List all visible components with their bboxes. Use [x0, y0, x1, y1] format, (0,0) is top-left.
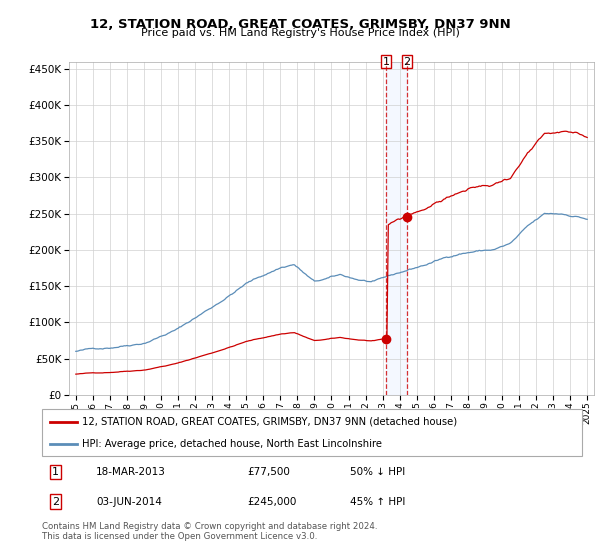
Text: 12, STATION ROAD, GREAT COATES, GRIMSBY, DN37 9NN (detached house): 12, STATION ROAD, GREAT COATES, GRIMSBY,…	[83, 417, 458, 427]
Text: 2: 2	[403, 57, 410, 67]
Text: 03-JUN-2014: 03-JUN-2014	[96, 497, 162, 507]
Text: HPI: Average price, detached house, North East Lincolnshire: HPI: Average price, detached house, Nort…	[83, 438, 383, 449]
Text: 12, STATION ROAD, GREAT COATES, GRIMSBY, DN37 9NN: 12, STATION ROAD, GREAT COATES, GRIMSBY,…	[89, 18, 511, 31]
Text: £245,000: £245,000	[247, 497, 296, 507]
Text: £77,500: £77,500	[247, 467, 290, 477]
Text: 45% ↑ HPI: 45% ↑ HPI	[350, 497, 405, 507]
Text: 2: 2	[52, 497, 59, 507]
FancyBboxPatch shape	[42, 409, 582, 456]
Text: Contains HM Land Registry data © Crown copyright and database right 2024.
This d: Contains HM Land Registry data © Crown c…	[42, 522, 377, 542]
Text: 18-MAR-2013: 18-MAR-2013	[96, 467, 166, 477]
Text: Price paid vs. HM Land Registry's House Price Index (HPI): Price paid vs. HM Land Registry's House …	[140, 28, 460, 38]
Bar	[386, 62, 407, 395]
Text: 1: 1	[52, 467, 59, 477]
Text: 1: 1	[383, 57, 390, 67]
Text: 50% ↓ HPI: 50% ↓ HPI	[350, 467, 405, 477]
